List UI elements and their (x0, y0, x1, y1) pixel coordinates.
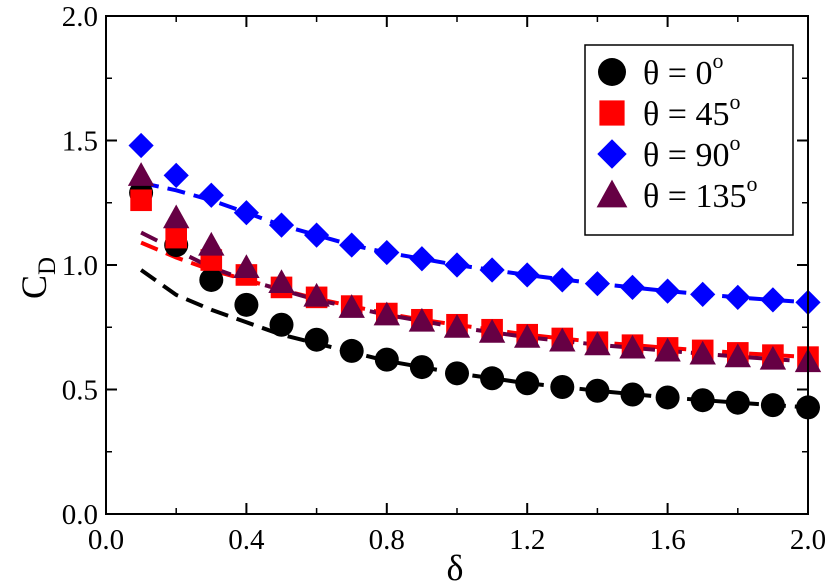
x-tick-label: 0.0 (88, 524, 124, 556)
legend-label-text: θ = 45 (643, 96, 729, 133)
data-point-series-4 (584, 331, 611, 356)
data-point-series-1 (620, 382, 645, 407)
y-axis-label-main: C (14, 275, 54, 299)
data-point-series-4 (549, 327, 576, 352)
data-point-series-1 (304, 327, 329, 352)
legend-degree-superscript: o (746, 171, 757, 196)
data-point-series-4 (478, 319, 506, 343)
data-point-series-1 (269, 312, 294, 337)
data-point-series-4 (724, 343, 751, 368)
data-point-series-3 (233, 200, 259, 226)
x-tick-label: 1.6 (649, 524, 685, 556)
data-point-series-3 (374, 239, 400, 266)
legend-label-4: θ = 135o (643, 171, 757, 215)
data-point-series-3 (725, 284, 751, 310)
y-tick-label: 0.0 (62, 499, 98, 531)
data-point-series-1 (445, 361, 469, 386)
data-point-series-3 (444, 252, 470, 278)
data-point-series-4 (233, 254, 260, 279)
y-tick-label: 2.0 (62, 1, 98, 33)
data-point-series-3 (128, 132, 154, 159)
legend-label-1: θ = 0o (643, 48, 723, 92)
legend-degree-superscript: o (729, 130, 740, 155)
data-point-series-2 (130, 189, 152, 212)
x-tick-label: 2.0 (790, 524, 826, 556)
data-point-series-3 (619, 274, 646, 301)
data-point-series-4 (619, 334, 646, 359)
legend-marker-1 (598, 58, 626, 86)
legend-marker-2 (599, 100, 625, 126)
data-point-series-3 (549, 267, 575, 293)
data-point-series-3 (479, 257, 505, 283)
data-point-series-1 (550, 375, 575, 400)
data-point-series-3 (584, 271, 610, 297)
data-point-series-1 (374, 347, 399, 372)
y-tick-label: 0.5 (62, 375, 98, 407)
data-point-series-1 (199, 267, 224, 292)
legend-label-text: θ = 0 (643, 55, 712, 92)
data-point-series-4 (338, 294, 365, 318)
data-point-series-4 (163, 204, 190, 229)
data-point-series-1 (409, 355, 434, 380)
data-point-series-3 (339, 232, 365, 258)
data-point-series-4 (408, 307, 436, 332)
data-point-series-1 (234, 292, 259, 317)
legend-degree-superscript: o (729, 89, 740, 114)
data-point-series-4 (127, 162, 155, 186)
data-point-series-4 (689, 340, 716, 365)
data-point-series-3 (690, 281, 716, 307)
x-tick-label: 1.2 (509, 524, 545, 556)
data-point-series-1 (655, 385, 680, 410)
x-axis-label: δ (447, 548, 464, 585)
data-point-series-3 (198, 182, 224, 208)
y-tick-label: 1.0 (62, 250, 98, 282)
data-point-series-1 (480, 366, 505, 391)
y-tick-label: 1.5 (62, 126, 98, 158)
data-point-series-3 (514, 262, 540, 288)
data-point-series-1 (725, 390, 750, 415)
data-point-series-4 (514, 324, 541, 348)
data-point-series-2 (165, 226, 187, 249)
data-point-series-1 (760, 393, 785, 418)
data-point-series-1 (339, 338, 364, 363)
data-point-series-4 (303, 282, 330, 307)
tick-labels-layer: 0.0 0.4 0.8 1.2 1.6 2.0 0.0 0.5 1.0 1.5 2.0 (62, 1, 826, 556)
data-point-series-4 (198, 231, 225, 256)
data-point-series-1 (585, 378, 610, 403)
data-point-series-3 (655, 278, 681, 304)
data-point-series-4 (759, 345, 787, 370)
data-point-series-4 (373, 301, 400, 326)
legend-label-text: θ = 135 (643, 178, 746, 215)
y-axis-label-subscript: D (34, 257, 61, 275)
x-tick-label: 0.8 (369, 524, 405, 556)
x-tick-label: 0.4 (228, 524, 265, 556)
data-point-series-3 (268, 212, 295, 238)
data-point-series-3 (760, 287, 786, 313)
data-point-series-3 (409, 246, 435, 272)
legend-marker-3 (597, 139, 627, 169)
data-point-series-3 (304, 222, 330, 248)
data-markers-layer (127, 132, 822, 420)
legend-label-text: θ = 90 (643, 137, 729, 174)
y-axis-label-group: CD (14, 257, 61, 299)
axis-ticks-layer (105, 15, 809, 515)
data-point-series-4 (268, 269, 295, 293)
y-axis-label: CD (14, 257, 61, 299)
data-point-series-3 (163, 162, 189, 188)
legend-marker-4 (596, 179, 628, 208)
legend-label-2: θ = 45o (643, 89, 740, 133)
legend-degree-superscript: o (712, 48, 723, 73)
legend-label-3: θ = 90o (643, 130, 740, 174)
data-point-series-1 (515, 371, 540, 396)
data-point-series-4 (654, 337, 681, 362)
data-point-series-1 (690, 388, 715, 413)
data-point-series-4 (443, 314, 471, 338)
